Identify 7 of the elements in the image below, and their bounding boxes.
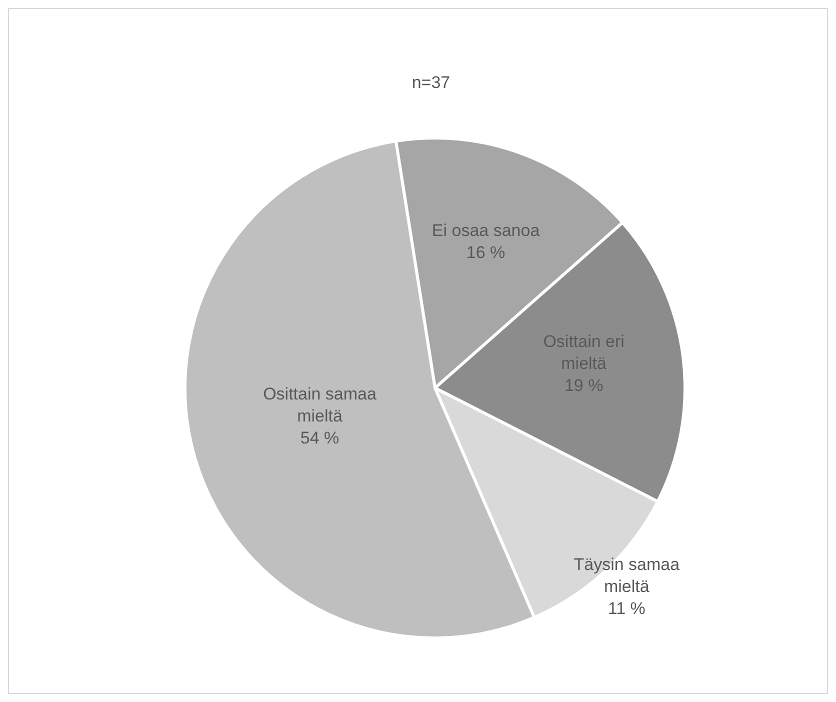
data-label: 54 % [300, 428, 340, 448]
chart-title: n=37 [410, 73, 452, 93]
data-label: 16 % [466, 242, 506, 262]
data-label: 11 % [608, 599, 646, 618]
slice-label: Täysin samaa mieltä [574, 555, 680, 596]
slice-label: Ei osaa sanoa [432, 220, 540, 240]
slice-label: Osittain samaa mieltä [263, 384, 377, 426]
